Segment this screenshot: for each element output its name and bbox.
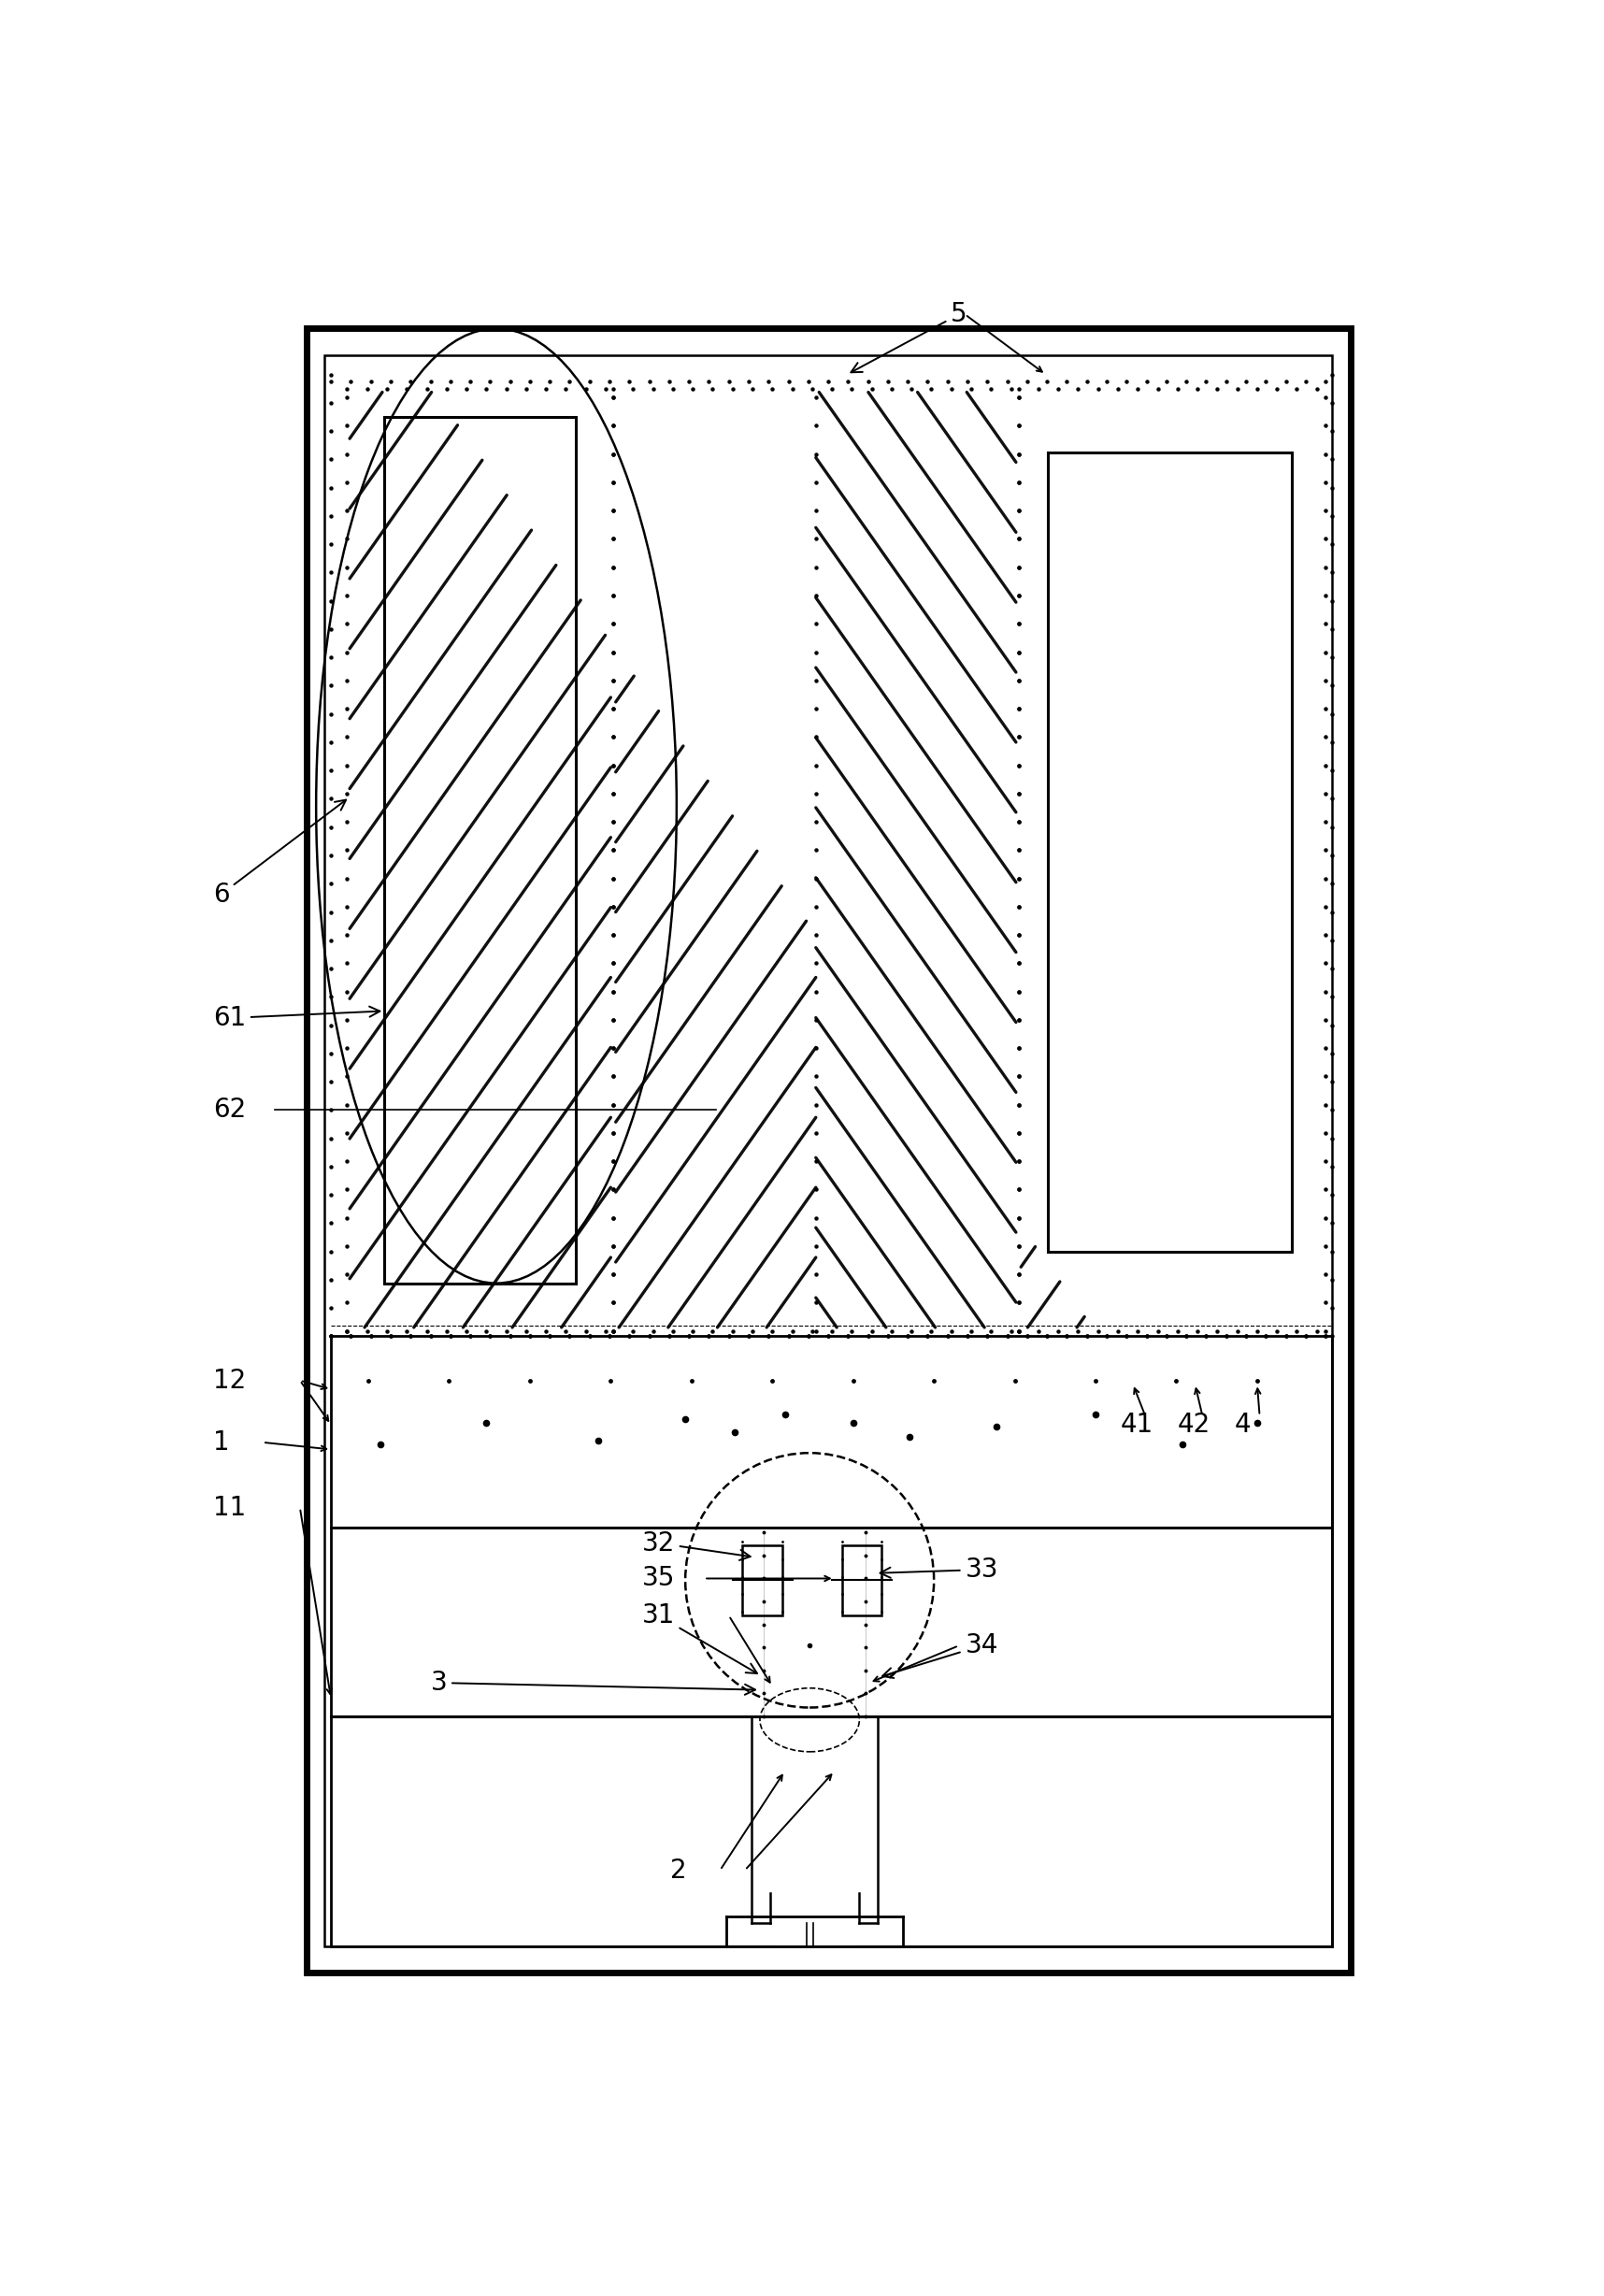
Text: 62: 62 xyxy=(213,1097,245,1123)
Text: 1: 1 xyxy=(213,1428,229,1456)
Text: 2: 2 xyxy=(670,1857,687,1883)
Bar xyxy=(324,356,1331,1947)
Bar xyxy=(306,328,1351,1972)
Bar xyxy=(1049,452,1291,1251)
Bar xyxy=(743,1545,783,1616)
Text: 41: 41 xyxy=(1121,1412,1153,1437)
Text: 42: 42 xyxy=(1177,1412,1211,1437)
Bar xyxy=(330,1336,1331,1527)
Text: 3: 3 xyxy=(430,1669,755,1697)
Bar xyxy=(842,1545,882,1616)
Bar xyxy=(330,1527,1331,1947)
Text: 32: 32 xyxy=(642,1529,751,1561)
Text: 31: 31 xyxy=(642,1603,757,1674)
Bar xyxy=(385,418,576,1283)
Text: 33: 33 xyxy=(881,1557,998,1582)
Text: 12: 12 xyxy=(213,1368,245,1394)
Text: 35: 35 xyxy=(642,1566,675,1591)
Text: 11: 11 xyxy=(213,1495,245,1520)
Text: 5: 5 xyxy=(852,301,967,372)
Text: 34: 34 xyxy=(882,1632,998,1678)
Text: 4: 4 xyxy=(1235,1412,1251,1437)
Text: 61: 61 xyxy=(213,1006,380,1031)
Text: 6: 6 xyxy=(213,799,346,907)
